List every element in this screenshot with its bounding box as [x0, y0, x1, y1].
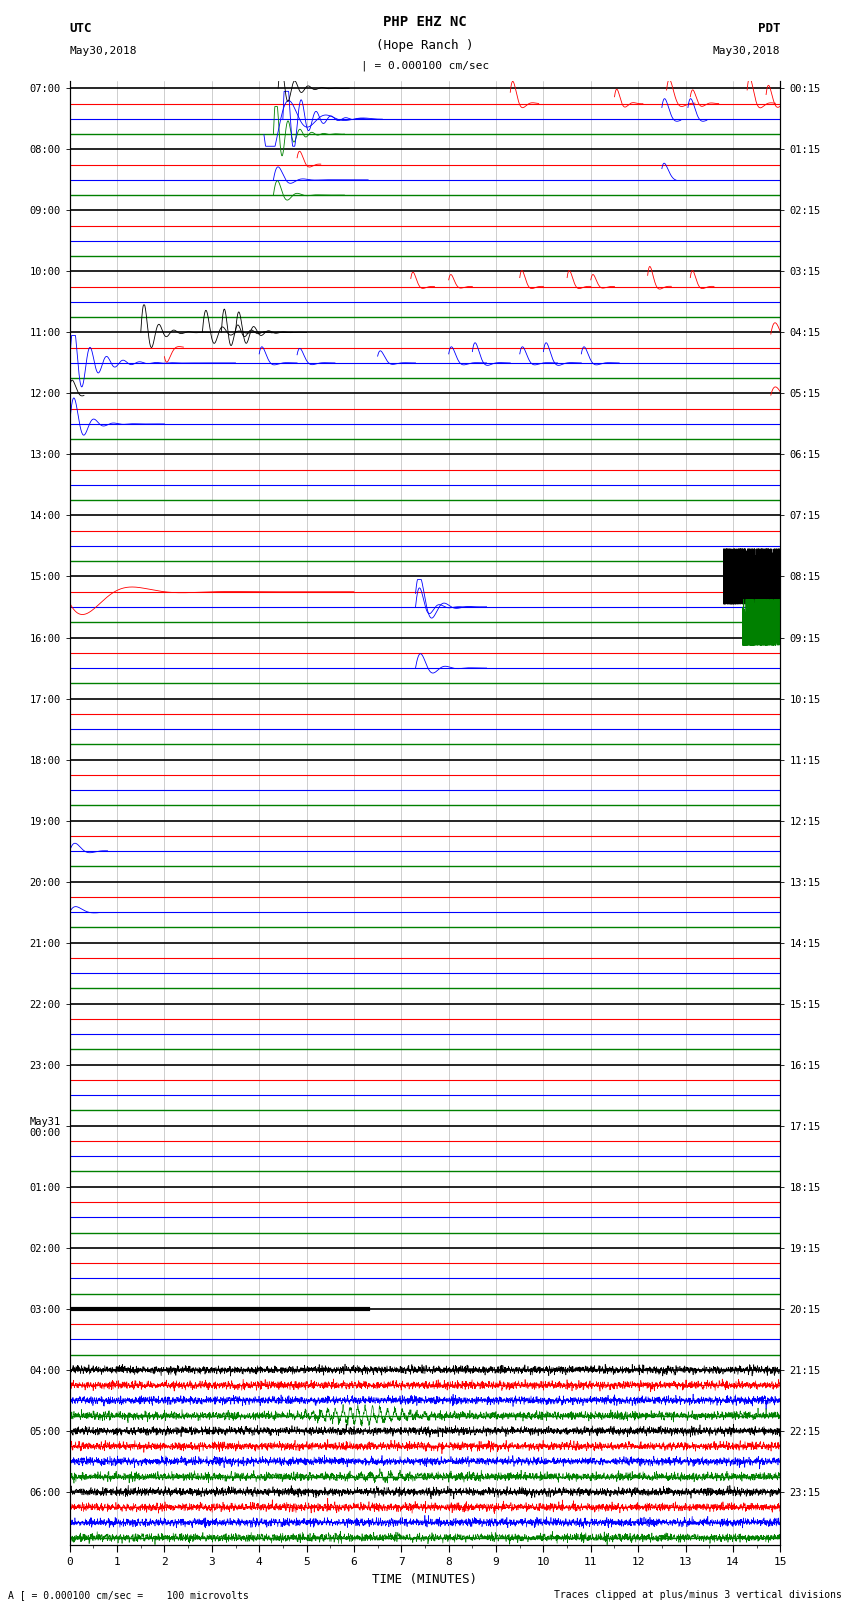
Text: (Hope Ranch ): (Hope Ranch ): [377, 39, 473, 52]
Text: May30,2018: May30,2018: [70, 47, 137, 56]
Text: PHP EHZ NC: PHP EHZ NC: [383, 15, 467, 29]
Text: PDT: PDT: [758, 23, 780, 35]
Text: Traces clipped at plus/minus 3 vertical divisions: Traces clipped at plus/minus 3 vertical …: [553, 1590, 842, 1600]
Text: | = 0.000100 cm/sec: | = 0.000100 cm/sec: [361, 60, 489, 71]
X-axis label: TIME (MINUTES): TIME (MINUTES): [372, 1573, 478, 1586]
Text: UTC: UTC: [70, 23, 92, 35]
Text: May30,2018: May30,2018: [713, 47, 780, 56]
Text: A [ = 0.000100 cm/sec =    100 microvolts: A [ = 0.000100 cm/sec = 100 microvolts: [8, 1590, 249, 1600]
